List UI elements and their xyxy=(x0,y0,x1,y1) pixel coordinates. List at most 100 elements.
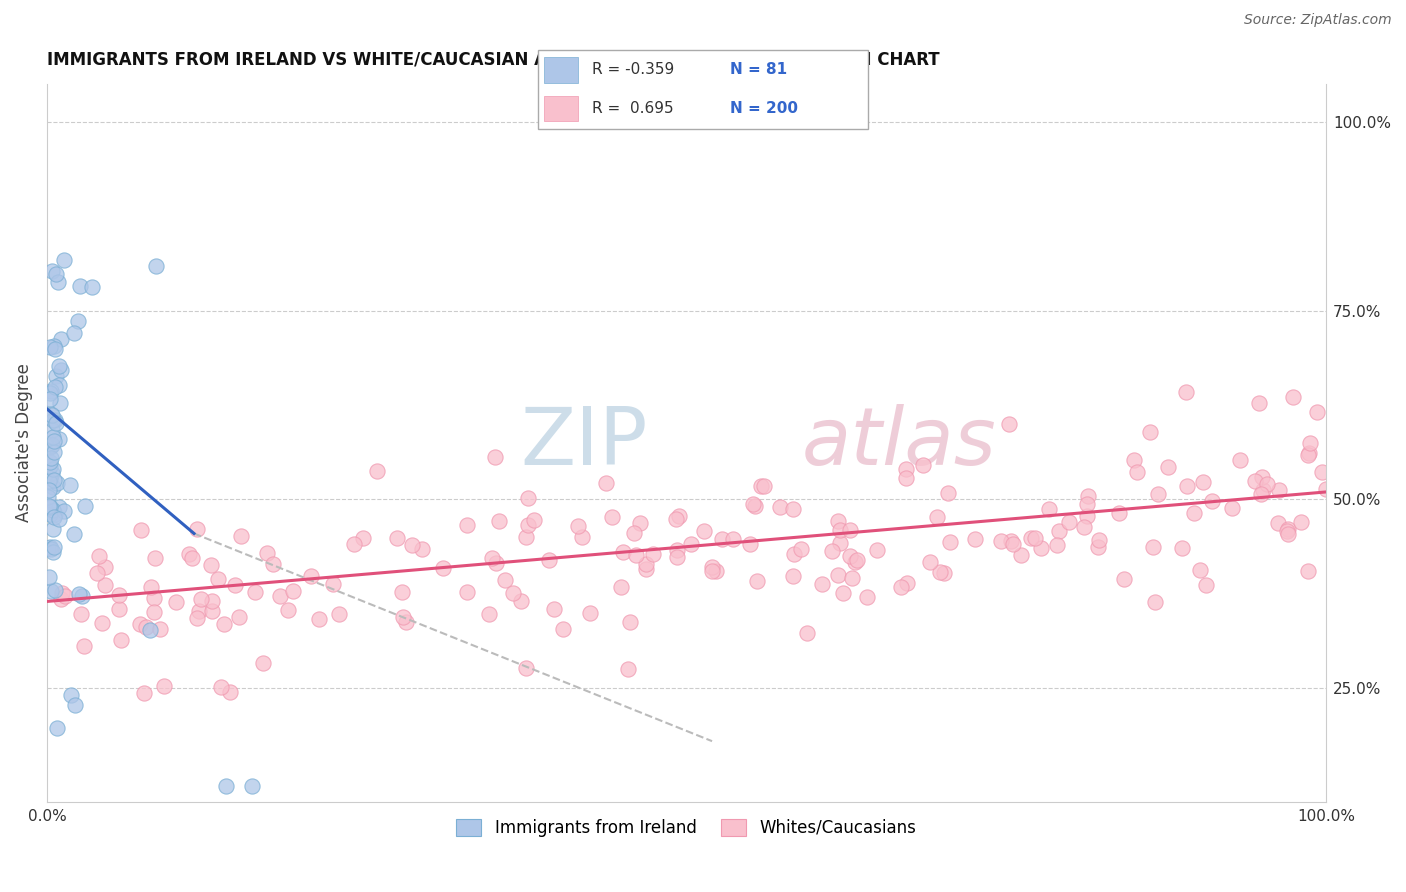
Point xyxy=(693,524,716,538)
Point xyxy=(1171,541,1194,556)
Point xyxy=(129,523,152,537)
Point xyxy=(52,504,75,518)
Point xyxy=(543,602,565,616)
Point xyxy=(42,412,65,426)
Point xyxy=(38,475,60,489)
Point xyxy=(744,499,766,513)
Point xyxy=(1114,572,1136,586)
Point xyxy=(911,458,934,472)
Point xyxy=(502,586,524,600)
Point xyxy=(186,522,208,536)
Point xyxy=(896,575,918,590)
Point xyxy=(600,509,623,524)
Point xyxy=(1251,483,1274,497)
Point xyxy=(44,434,66,448)
Point xyxy=(48,378,70,392)
Point xyxy=(1247,396,1270,410)
Point xyxy=(39,471,62,485)
Point xyxy=(110,632,132,647)
Point xyxy=(45,267,67,281)
Point xyxy=(965,532,987,546)
Point xyxy=(515,661,537,675)
Point xyxy=(44,339,66,353)
Point xyxy=(44,343,66,357)
Point xyxy=(1046,538,1069,552)
Point xyxy=(827,514,849,528)
Point xyxy=(145,551,167,566)
Point xyxy=(38,507,60,521)
Point xyxy=(749,479,772,493)
Point xyxy=(1296,448,1319,462)
Point xyxy=(200,558,222,573)
Point xyxy=(1142,541,1164,555)
Point xyxy=(55,589,77,603)
Point xyxy=(456,585,478,599)
Point xyxy=(830,536,852,550)
Point xyxy=(201,604,224,618)
Legend: Immigrants from Ireland, Whites/Caucasians: Immigrants from Ireland, Whites/Caucasia… xyxy=(450,812,924,844)
Point xyxy=(52,252,75,267)
Point xyxy=(46,721,69,735)
Point xyxy=(769,500,792,514)
Point xyxy=(1019,531,1042,545)
Point xyxy=(135,620,157,634)
Point xyxy=(39,500,62,515)
Point xyxy=(38,483,60,497)
Point xyxy=(385,531,408,545)
Point xyxy=(894,471,917,485)
Point xyxy=(44,507,66,521)
Point xyxy=(231,529,253,543)
Point xyxy=(38,500,60,514)
Point xyxy=(343,536,366,550)
Point xyxy=(44,445,66,459)
Point xyxy=(46,476,69,491)
Point xyxy=(747,574,769,588)
Point xyxy=(754,479,776,493)
Point xyxy=(1256,477,1278,491)
Point xyxy=(998,417,1021,432)
Point xyxy=(39,584,62,599)
Point xyxy=(63,526,86,541)
Point xyxy=(1157,460,1180,475)
FancyBboxPatch shape xyxy=(544,57,578,83)
Point xyxy=(1192,475,1215,489)
Point xyxy=(831,586,853,600)
Point xyxy=(46,275,69,289)
Point xyxy=(1244,474,1267,488)
Point xyxy=(228,610,250,624)
Point xyxy=(42,503,65,517)
Point xyxy=(142,605,165,619)
Point xyxy=(179,547,201,561)
Point xyxy=(190,591,212,606)
Point xyxy=(839,523,862,537)
Point xyxy=(411,542,433,557)
Point xyxy=(129,617,152,632)
Point xyxy=(38,458,60,473)
Point xyxy=(108,588,131,602)
Point xyxy=(352,531,374,545)
Point xyxy=(537,553,560,567)
Point xyxy=(37,541,59,556)
Point xyxy=(936,486,959,500)
Point xyxy=(679,537,702,551)
Point xyxy=(39,384,62,398)
Point xyxy=(485,557,508,571)
Text: R =  0.695: R = 0.695 xyxy=(592,101,673,116)
Point xyxy=(94,560,117,574)
Point xyxy=(139,580,162,594)
Point xyxy=(262,558,284,572)
Point xyxy=(665,512,688,526)
Point xyxy=(1298,446,1320,460)
Point xyxy=(827,568,849,582)
Point xyxy=(41,264,63,278)
Point xyxy=(494,574,516,588)
Point xyxy=(63,326,86,340)
Point xyxy=(69,607,91,621)
Point xyxy=(1229,453,1251,467)
Point xyxy=(39,451,62,466)
Point xyxy=(277,602,299,616)
Point xyxy=(1220,500,1243,515)
Point xyxy=(143,591,166,605)
Point xyxy=(1250,470,1272,484)
Point xyxy=(41,466,63,480)
